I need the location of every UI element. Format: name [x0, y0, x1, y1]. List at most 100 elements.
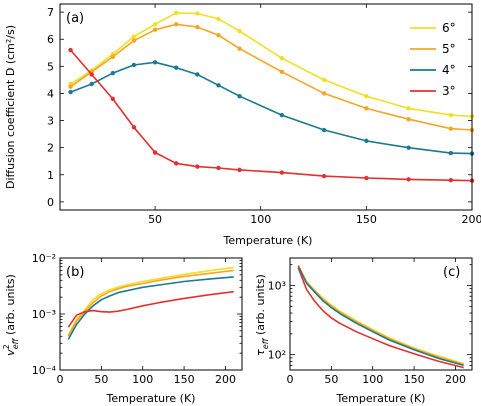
panel-a-ytick-label: 1 [47, 169, 54, 182]
panel-c-xtick-label: 200 [445, 373, 466, 386]
panel-b-series [67, 266, 234, 340]
panel-a-data-point-4deg [152, 60, 158, 65]
panel-a-data-point-3deg [131, 125, 137, 130]
panel-b-velocity: (b) Temperature (K) v2eff (arb. units) 0… [2, 252, 243, 405]
panel-a-data-point-6deg [279, 56, 285, 61]
panel-a-data-point-3deg [216, 165, 221, 171]
panel-a-data-point-3deg [68, 47, 73, 53]
panel-c-ytick-label: 10² [268, 349, 286, 362]
panel-c-xlabel: Temperature (K) [336, 392, 426, 405]
panel-a-data-point-3deg [237, 167, 242, 173]
panel-b-ylabel-units: (arb. units) [4, 274, 17, 338]
panel-a-ytick-label: 4 [47, 87, 54, 100]
panel-a-data-point-4deg [237, 93, 242, 99]
panel-a-data-point-5deg [364, 106, 369, 111]
panel-a-data-point-6deg [406, 106, 411, 111]
panel-a-data-point-5deg [406, 116, 411, 122]
panel-a-ytick-label: 7 [47, 6, 54, 19]
panel-c-ytick-label: 10³ [268, 280, 286, 293]
legend-label-3deg: 3° [442, 84, 456, 98]
panel-c-series-line-5deg [297, 265, 464, 366]
panel-b-xtick-label: 0 [57, 373, 64, 386]
panel-a-data-point-3deg [110, 96, 116, 102]
panel-a-data-point-5deg [216, 32, 221, 38]
legend-label-5deg: 5° [442, 42, 456, 56]
panel-a-data-point-5deg [110, 54, 116, 60]
panel-b-ytick-label: 10⁻² [32, 252, 56, 265]
panel-a-label: (a) [66, 11, 84, 26]
panel-a-data-point-3deg [279, 170, 285, 175]
panel-b-ylabel-sub: eff [11, 337, 20, 349]
panel-b-frame [59, 257, 243, 371]
panel-a-data-point-4deg [89, 81, 94, 87]
panel-a-data-point-3deg [321, 173, 327, 179]
panel-c-xtick-label: 150 [404, 373, 425, 386]
panel-c-xtick-label: 100 [362, 373, 383, 386]
panel-a-data-point-6deg [195, 11, 200, 16]
panel-b-xtick-label: 200 [215, 373, 236, 386]
panel-c-ylabel-sub: eff [261, 337, 270, 349]
panel-a-ylabel: Diffusion coefficient D (cm²/s) [4, 25, 17, 189]
legend-label-6deg: 6° [442, 21, 456, 35]
panel-a-data-point-6deg [174, 10, 179, 16]
panel-a-data-point-5deg [279, 69, 285, 74]
panel-a-data-point-6deg [364, 93, 369, 99]
panel-a-data-point-4deg [131, 62, 137, 68]
panel-a-data-point-5deg [195, 24, 200, 30]
panel-c-series-line-6deg [297, 265, 464, 365]
panel-a-ytick-label: 3 [47, 115, 54, 128]
panel-a-data-point-5deg [174, 22, 179, 27]
panel-b-xtick-label: 150 [174, 373, 195, 386]
panel-a-data-point-4deg [364, 138, 369, 144]
panel-b-ylabel: v2eff (arb. units) [2, 274, 20, 356]
panel-a-legend: 6° 5° 4° 3° [410, 21, 456, 98]
panel-c-xtick-label: 0 [287, 373, 294, 386]
panel-a-data-point-6deg [131, 34, 137, 39]
panel-a-frame [59, 3, 473, 211]
panel-a-data-point-5deg [321, 91, 327, 96]
panel-a-series [68, 10, 475, 183]
panel-a-data-point-4deg [406, 145, 411, 150]
panel-a-series-line-5deg [70, 23, 473, 131]
panel-a-xtick-label: 200 [462, 213, 481, 226]
panel-b-series-line-4deg [67, 276, 234, 340]
panel-a-xlabel: Temperature (K) [223, 234, 313, 247]
panel-a-xtick-label: 50 [148, 213, 162, 226]
panel-a-xtick-label: 100 [250, 213, 271, 226]
legend-label-4deg: 4° [442, 63, 456, 77]
panel-a-data-point-4deg [448, 150, 454, 156]
panel-b-series-line-6deg [67, 266, 234, 336]
panel-a-data-point-3deg [448, 177, 454, 183]
panel-a-ytick-label: 6 [47, 33, 54, 46]
panel-b-xtick-label: 100 [132, 373, 153, 386]
panel-a-data-point-4deg [110, 70, 116, 76]
panel-a-data-point-5deg [237, 46, 242, 51]
panel-c-series-line-3deg [297, 267, 464, 369]
panel-c-ylabel-units: (arb. units) [254, 274, 267, 338]
panel-c-ticks: 0 50 100 150 200 10² 10³ [268, 258, 472, 386]
panel-b-ylabel-sup: 2 [2, 344, 11, 349]
panel-c-frame [289, 257, 473, 371]
panel-b-ytick-label: 10⁻³ [32, 308, 56, 321]
panel-a-data-point-3deg [89, 72, 94, 77]
panel-a-ytick-label: 0 [47, 196, 54, 209]
panel-b-xtick-label: 50 [94, 373, 108, 386]
panel-a-data-point-6deg [216, 16, 221, 22]
panel-c-relaxation-time: (c) Temperature (K) τeff (arb. units) 0 5… [254, 257, 473, 405]
panel-a-data-point-4deg [216, 83, 221, 88]
panel-b-xlabel: Temperature (K) [106, 392, 196, 405]
panel-a-data-point-5deg [448, 126, 454, 131]
panel-a-data-point-6deg [321, 77, 327, 83]
panel-a-data-point-3deg [174, 161, 179, 166]
panel-a-data-point-3deg [152, 150, 158, 155]
panel-a-data-point-4deg [279, 112, 285, 118]
panel-c-series-line-4deg [297, 265, 464, 367]
panel-a-data-point-4deg [174, 65, 179, 70]
panel-a-ytick-label: 2 [47, 142, 54, 155]
panel-a-data-point-3deg [406, 177, 411, 182]
panel-a-series-line-4deg [70, 61, 473, 155]
panel-a-ticks: 50 100 150 200 0 1 2 3 4 5 6 7 [47, 4, 481, 226]
panel-a-data-point-6deg [152, 22, 158, 27]
panel-a-data-point-5deg [131, 38, 137, 43]
